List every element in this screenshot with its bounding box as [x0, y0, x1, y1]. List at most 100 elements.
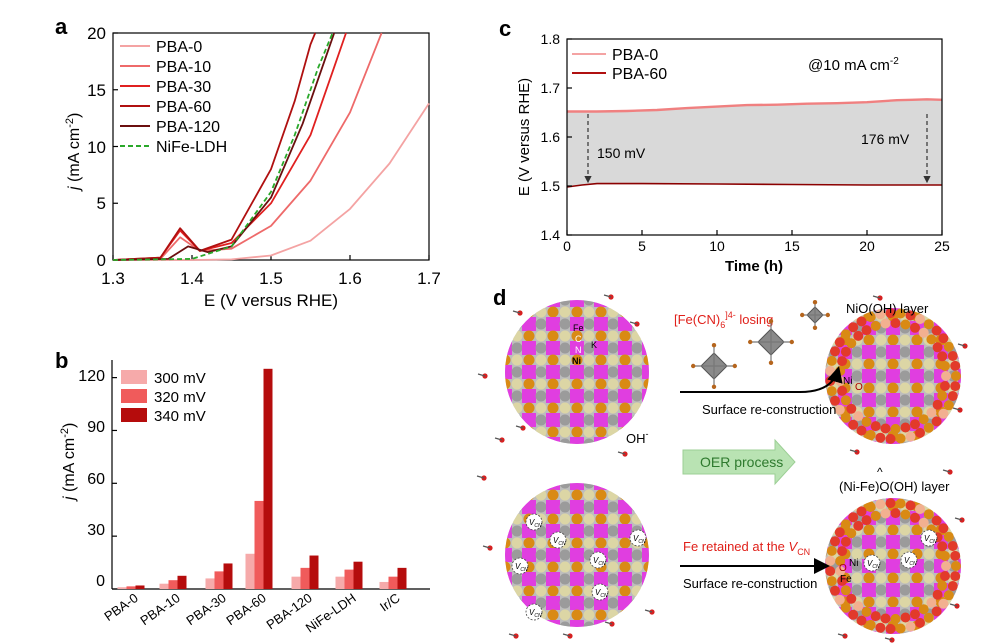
d-shell-atom [865, 312, 876, 323]
b-ytick: 60 [87, 471, 105, 488]
d-label-ni-top-right: Ni [843, 376, 852, 387]
d-octa-ligand [812, 325, 818, 330]
d-atom [827, 418, 839, 430]
d-atom [511, 621, 523, 627]
d-atom-ni [607, 306, 619, 318]
d-atom [619, 609, 631, 621]
d-atom [643, 402, 649, 414]
b-legend-swatch-320 [121, 389, 147, 403]
d-vcn-marker [549, 531, 567, 549]
d-k-site [958, 607, 961, 621]
d-k-site [934, 441, 948, 444]
d-atom-ni [923, 382, 935, 394]
d-atom [505, 609, 511, 621]
d-k-site [594, 437, 608, 444]
d-atom-ni [923, 358, 935, 370]
d-atom [631, 597, 643, 609]
d-shell-atom [900, 319, 911, 330]
d-k-site [505, 483, 512, 490]
d-k-site [910, 393, 924, 407]
d-shell-atom [943, 341, 954, 352]
a-legend-label: NiFe-LDH [156, 139, 227, 156]
d-atom-ni [875, 382, 887, 394]
d-atom [607, 501, 619, 513]
d-atom [899, 442, 911, 444]
d-shell-atom [905, 500, 916, 511]
d-oh-bond [644, 609, 653, 613]
d-shell-atom [830, 346, 840, 357]
d-shell-atom [840, 585, 851, 596]
d-atom [923, 584, 935, 596]
d-shell-atom [918, 604, 929, 615]
d-shell-atom [835, 566, 846, 576]
b-bar-nife-ldh-340mv [353, 561, 363, 589]
d-atom-ni [583, 426, 595, 438]
d-k-site [910, 441, 924, 444]
d-k-site [522, 365, 536, 379]
d-k-site [594, 524, 608, 538]
d-atom [559, 390, 571, 402]
d-shell-atom [885, 623, 896, 634]
d-k-site [505, 524, 512, 538]
d-atom-ni [583, 354, 595, 366]
d-k-site [825, 498, 828, 501]
d-atom [523, 378, 535, 390]
d-k-site [570, 413, 584, 427]
d-k-site [618, 572, 632, 586]
d-shell-atom [865, 619, 876, 630]
d-k-site [570, 300, 584, 307]
d-shell-atom [837, 385, 848, 396]
d-losing-text: [Fe(CN)6]4- losing [674, 310, 773, 330]
d-shell-atom [950, 360, 961, 371]
d-atom-ni [607, 585, 619, 597]
d-label-ni-bottom-right: Ni [849, 558, 858, 569]
d-atom-ni [607, 330, 619, 342]
d-shell-atom [865, 502, 876, 513]
d-shell-atom [938, 333, 949, 344]
d-k-site [958, 631, 961, 634]
d-atom-ni [607, 354, 619, 366]
d-atom [511, 366, 523, 378]
d-atom [875, 442, 887, 444]
b-bar-pba-120-320mv [300, 567, 310, 589]
d-atom [511, 597, 523, 609]
d-shell-atom [834, 337, 845, 348]
b-bar-pba-30-320mv [214, 571, 224, 589]
panel-a-letter: a [55, 14, 68, 39]
d-k-site [522, 341, 536, 355]
d-k-site [505, 548, 512, 562]
d-atom-ni [535, 378, 547, 390]
d-atom [947, 442, 959, 444]
b-bar-pba-30-300mv [205, 578, 215, 589]
d-shell-atom [870, 421, 881, 432]
a-xtick: 1.4 [180, 269, 204, 288]
d-atom [911, 572, 923, 584]
d-atom-ni [899, 382, 911, 394]
d-atom [643, 537, 649, 549]
d-atom-ni [899, 358, 911, 370]
d-atom-ni [607, 426, 619, 438]
d-shell-atom [923, 422, 934, 433]
d-atom-ni [583, 402, 595, 414]
d-oh-label: OH- [626, 429, 649, 446]
d-shell-atom [931, 325, 942, 336]
d-shell-atom [840, 346, 851, 357]
d-atom-ni [511, 585, 523, 597]
d-k-site [825, 345, 828, 359]
b-bar-ir/c-320mv [388, 576, 398, 589]
d-k-site [825, 417, 828, 431]
d-atom [643, 513, 649, 525]
d-vcn-marker [589, 551, 607, 569]
d-shell-atom [915, 427, 925, 438]
d-atom [535, 438, 547, 444]
d-k-site [642, 389, 649, 403]
d-fe-retained: Fe retained at the VCN [683, 539, 810, 557]
panel-c-curves [566, 98, 943, 188]
d-atom [583, 501, 595, 513]
d-atom-ni [559, 378, 571, 390]
d-atom-ni [851, 382, 863, 394]
d-k-site [642, 317, 649, 331]
d-atom-ni [631, 489, 643, 501]
d-atom [923, 442, 935, 444]
d-atom [571, 537, 583, 549]
